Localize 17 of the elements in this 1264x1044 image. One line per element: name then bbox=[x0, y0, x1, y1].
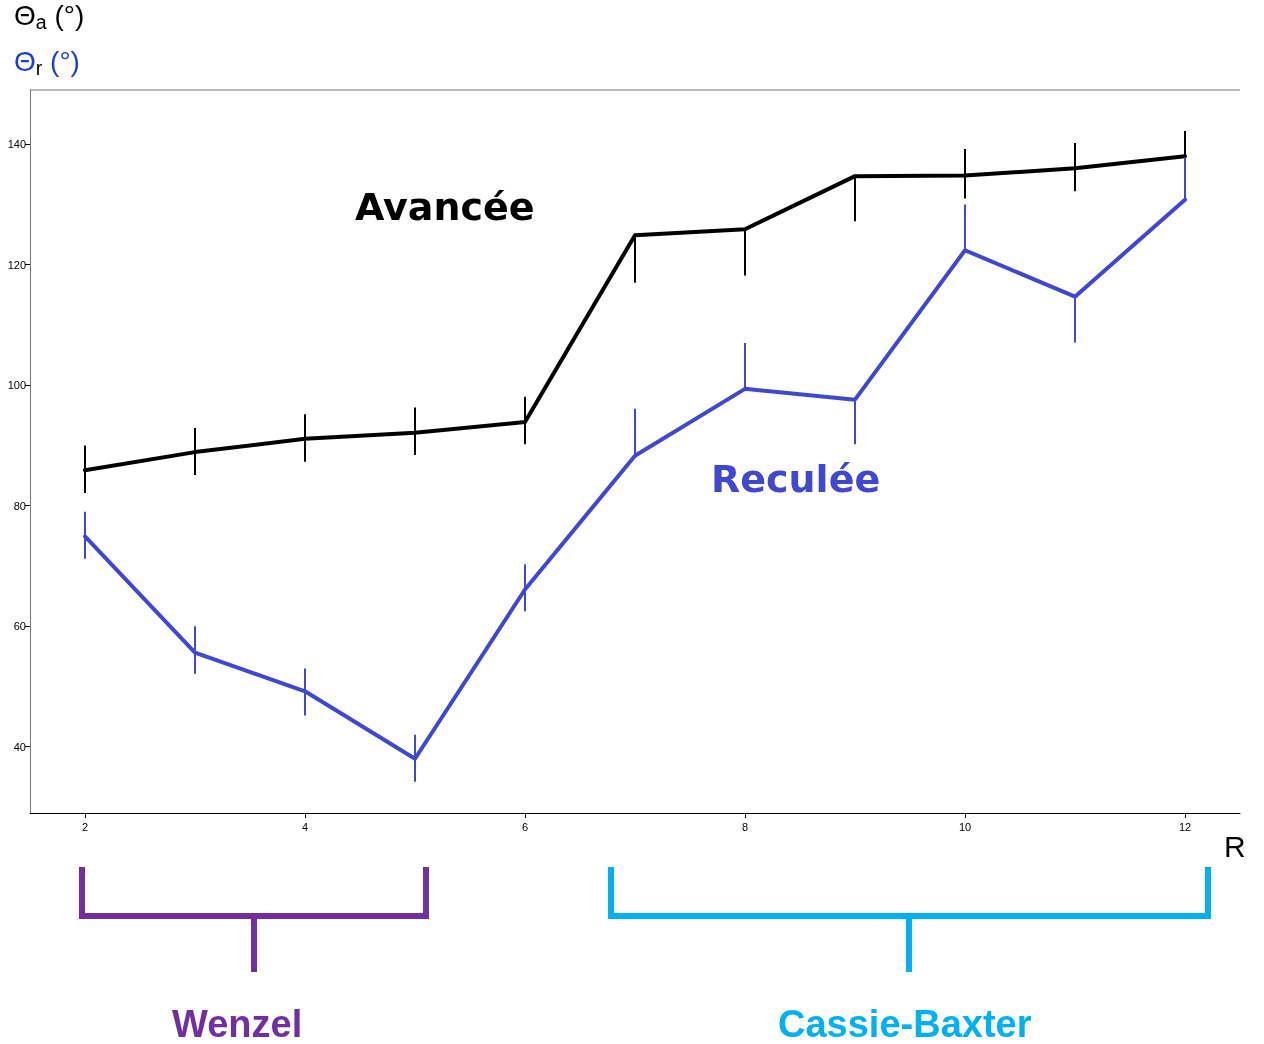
x-tick-label: 12 bbox=[1178, 820, 1192, 833]
y-tick-label: 120 bbox=[7, 258, 26, 271]
series-label: Reculée bbox=[711, 457, 881, 501]
x-tick-label: 8 bbox=[741, 820, 749, 833]
y-tick-label: 60 bbox=[13, 620, 26, 633]
x-tick-label: 6 bbox=[521, 820, 529, 833]
y-tick-label: 140 bbox=[7, 138, 26, 151]
text: Wenzel bbox=[172, 1003, 303, 1044]
y-tick-label: 40 bbox=[13, 740, 26, 753]
x-tick-label: 10 bbox=[958, 820, 972, 833]
x-tick-label: 4 bbox=[301, 820, 309, 833]
y-tick-label: 100 bbox=[7, 379, 26, 392]
x-tick-label: 2 bbox=[81, 820, 89, 833]
x-axis-title: R bbox=[1224, 829, 1246, 863]
y-tick-label: 80 bbox=[13, 499, 26, 512]
text: Cassie-Baxter bbox=[778, 1003, 1032, 1044]
text: Avancée bbox=[355, 185, 535, 229]
